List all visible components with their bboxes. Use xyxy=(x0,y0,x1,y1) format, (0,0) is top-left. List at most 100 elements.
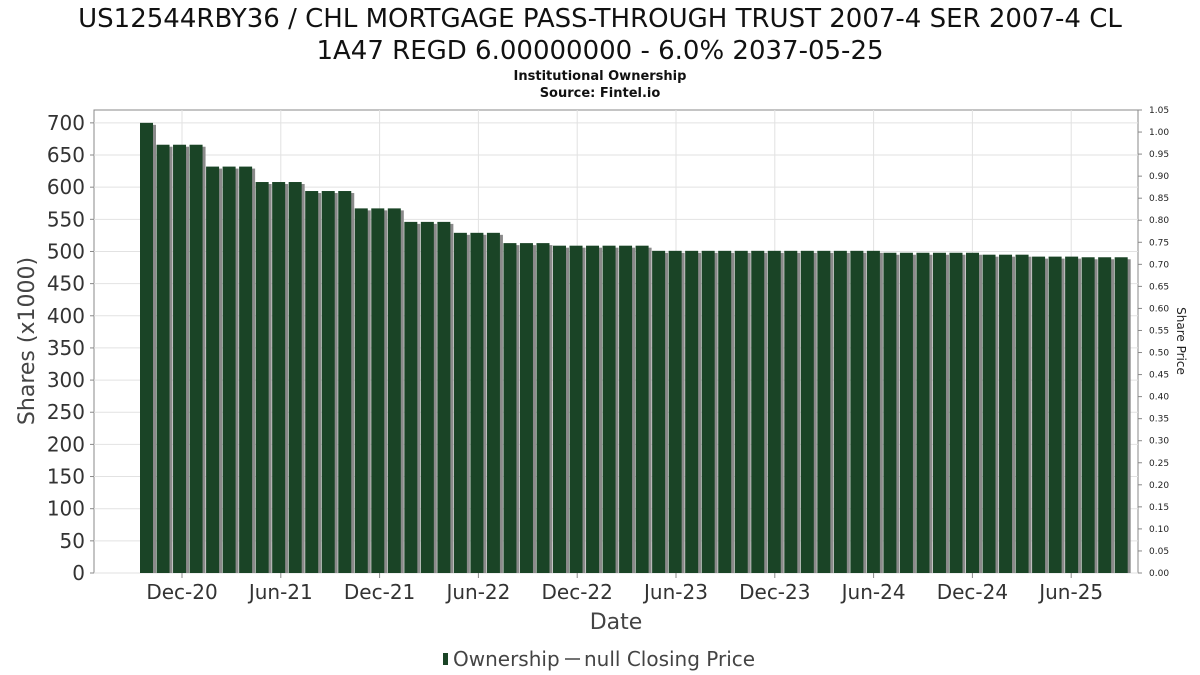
ownership-bar xyxy=(1048,256,1062,573)
ownership-bar xyxy=(899,252,913,573)
ownership-bar xyxy=(1098,257,1112,573)
right-tick-label: 0.35 xyxy=(1149,415,1169,425)
y-tick-label: 150 xyxy=(47,465,85,489)
x-tick-label: Dec-24 xyxy=(937,580,1008,604)
ownership-bar xyxy=(602,245,616,573)
y-tick-label: 450 xyxy=(47,272,85,296)
bars-group xyxy=(140,122,1131,574)
ownership-bar xyxy=(800,250,814,573)
ownership-bar xyxy=(453,232,467,573)
y-tick-label: 50 xyxy=(60,529,85,553)
ownership-bar xyxy=(536,243,550,574)
ownership-bar xyxy=(437,221,451,573)
right-tick-label: 0.50 xyxy=(1149,349,1169,359)
ownership-bar xyxy=(586,245,600,573)
x-tick-label: Jun-23 xyxy=(642,580,708,604)
ownership-bar xyxy=(140,122,153,573)
x-tick-label: Jun-25 xyxy=(1037,580,1103,604)
x-tick-label: Jun-22 xyxy=(444,580,510,604)
ownership-bar xyxy=(668,250,682,573)
ownership-bar xyxy=(1015,254,1029,573)
chart-subtitle-line1: Institutional Ownership xyxy=(514,69,687,84)
x-axis-ticks: Dec-20 Jun-21 Dec-21 Jun-22 Dec-22 Jun-23 Dec-… xyxy=(146,573,1103,604)
legend: Ownership null Closing Price xyxy=(443,647,755,671)
chart-title-line1: US12544RBY36 / CHL MORTGAGE PASS-THROUGH… xyxy=(78,4,1122,34)
ownership-bar xyxy=(1032,256,1046,573)
ownership-bar xyxy=(486,232,500,573)
ownership-bar xyxy=(470,232,484,573)
ownership-bar xyxy=(222,166,236,574)
ownership-bar xyxy=(784,250,798,573)
ownership-bar xyxy=(272,182,286,573)
ownership-bar xyxy=(321,191,335,573)
x-tick-label: Dec-23 xyxy=(739,580,810,604)
right-tick-label: 0.90 xyxy=(1149,172,1169,182)
chart-subtitle-line2: Source: Fintel.io xyxy=(540,86,661,101)
ownership-bar xyxy=(619,245,633,573)
right-tick-label: 0.30 xyxy=(1149,437,1169,447)
ownership-bar xyxy=(503,243,517,574)
right-tick-label: 0.10 xyxy=(1149,525,1169,535)
ownership-bar xyxy=(883,252,897,573)
right-tick-label: 0.65 xyxy=(1149,282,1169,292)
y-tick-label: 650 xyxy=(47,143,85,167)
x-tick-label: Dec-20 xyxy=(146,580,217,604)
y-tick-label: 500 xyxy=(47,239,85,263)
ownership-bar xyxy=(156,144,170,573)
ownership-bar xyxy=(685,250,699,573)
ownership-bar xyxy=(1114,257,1128,573)
right-tick-label: 0.20 xyxy=(1149,481,1169,491)
ownership-bar xyxy=(949,252,963,573)
y-tick-label: 700 xyxy=(47,111,85,135)
ownership-bar xyxy=(305,191,319,573)
right-tick-label: 0.45 xyxy=(1149,371,1169,381)
y-tick-label: 350 xyxy=(47,336,85,360)
x-tick-label: Jun-21 xyxy=(247,580,313,604)
y-tick-label: 200 xyxy=(47,432,85,456)
right-tick-label: 0.40 xyxy=(1149,393,1169,403)
ownership-bar xyxy=(982,254,996,573)
ownership-bar xyxy=(519,243,533,574)
ownership-bar xyxy=(255,182,269,573)
y-tick-label: 600 xyxy=(47,175,85,199)
ownership-bar xyxy=(387,208,401,573)
y-tick-label: 300 xyxy=(47,368,85,392)
ownership-bar xyxy=(916,252,930,573)
legend-price-label: null Closing Price xyxy=(584,647,755,671)
ownership-bar xyxy=(420,221,434,573)
ownership-bar xyxy=(966,252,979,573)
ownership-bar xyxy=(817,250,831,573)
right-tick-label: 0.70 xyxy=(1149,260,1169,270)
ownership-bar xyxy=(866,250,880,573)
right-tick-label: 0.25 xyxy=(1149,459,1169,469)
right-tick-label: 0.60 xyxy=(1149,304,1169,314)
right-tick-label: 1.00 xyxy=(1149,128,1169,138)
right-axis-ticks: 0.00 0.05 0.10 0.15 0.20 0.25 0.30 0.35 0.40 0.45… xyxy=(1138,106,1169,579)
x-tick-label: Jun-24 xyxy=(840,580,906,604)
ownership-bar xyxy=(734,250,748,573)
right-tick-label: 0.75 xyxy=(1149,238,1169,248)
legend-ownership-label: Ownership xyxy=(453,647,560,671)
ownership-bar xyxy=(718,250,732,573)
y-tick-label: 550 xyxy=(47,207,85,231)
ownership-bar xyxy=(553,245,566,573)
ownership-bar xyxy=(189,144,203,573)
x-tick-label: Dec-22 xyxy=(542,580,613,604)
ownership-bar xyxy=(767,250,781,573)
right-tick-label: 0.15 xyxy=(1149,503,1169,513)
ownership-bar xyxy=(338,191,352,573)
legend-ownership-swatch xyxy=(443,653,448,665)
right-tick-label: 0.55 xyxy=(1149,326,1169,336)
ownership-bar xyxy=(239,166,253,574)
ownership-bar xyxy=(569,245,583,573)
y-axis-label: Shares (x1000) xyxy=(15,257,40,425)
ownership-bar xyxy=(932,252,946,573)
right-tick-label: 0.80 xyxy=(1149,216,1169,226)
y-tick-label: 400 xyxy=(47,304,85,328)
ownership-bar xyxy=(1065,256,1079,573)
ownership-bar xyxy=(371,208,385,573)
x-axis-label: Date xyxy=(590,610,643,635)
y-axis-ticks: 0 50 100 150 200 250 300 350 400 450 500 550 600 650 7… xyxy=(47,111,94,585)
ownership-bar xyxy=(288,182,302,573)
y-tick-label: 0 xyxy=(72,561,85,585)
